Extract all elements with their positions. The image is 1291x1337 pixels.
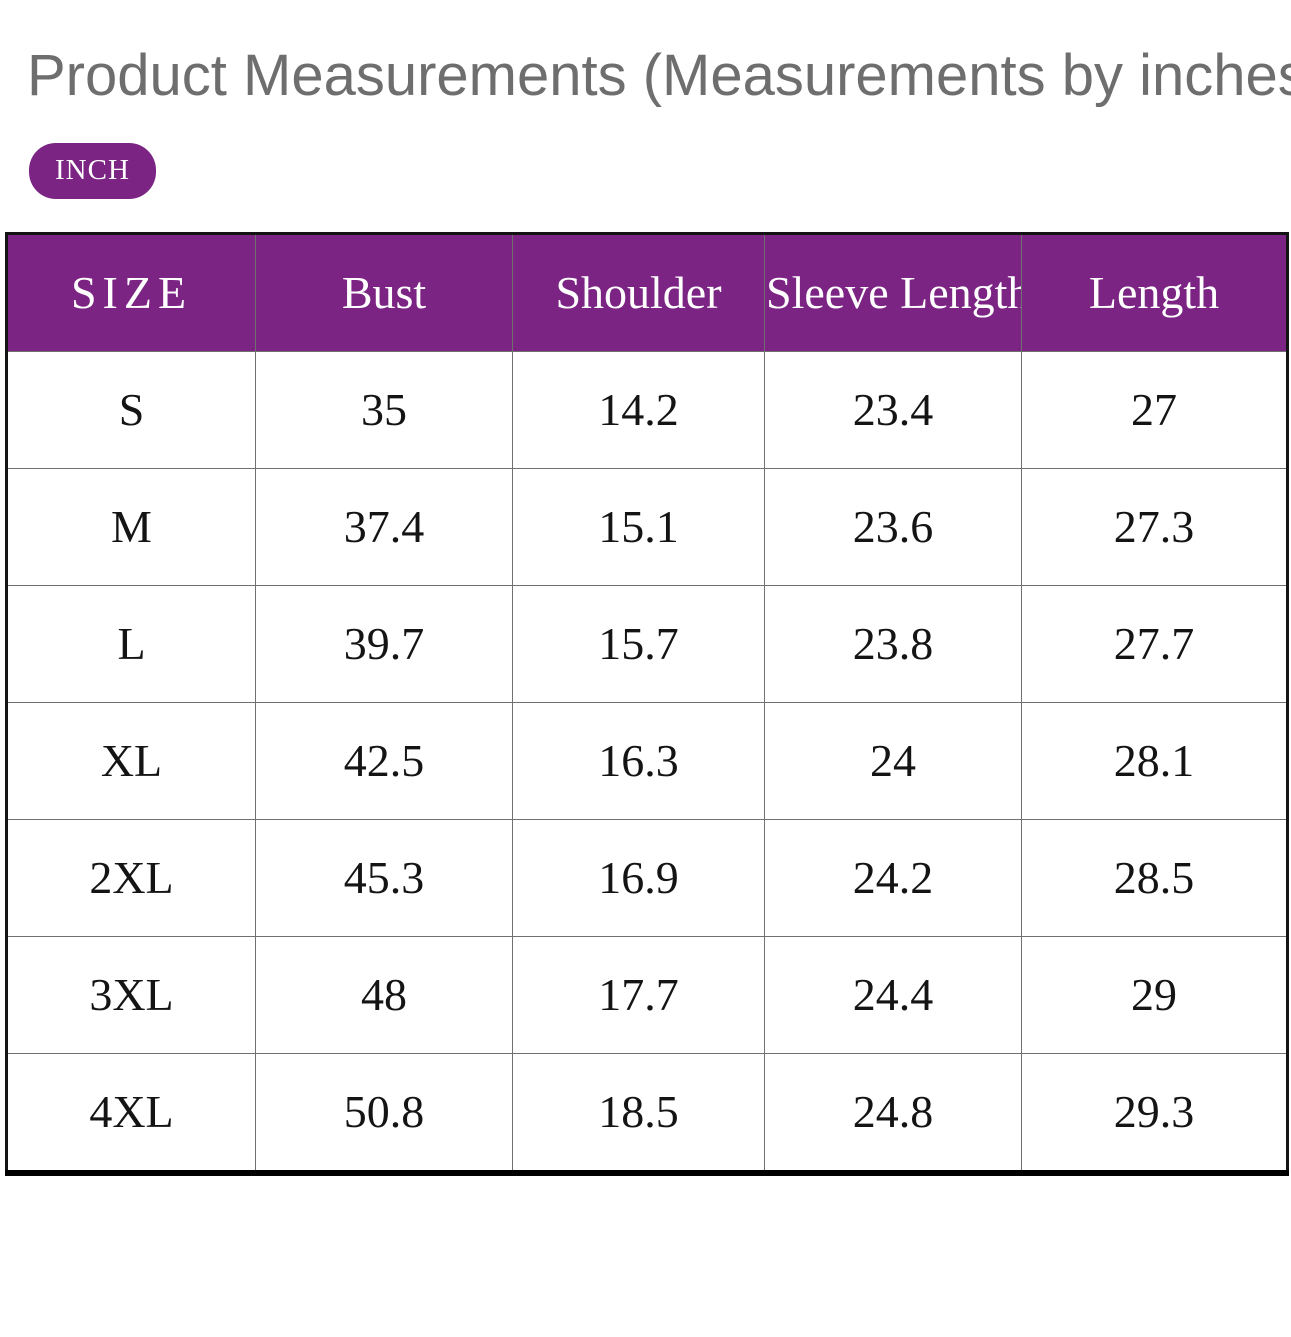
cell-bust: 48 bbox=[255, 935, 513, 1054]
cell-length: 27.3 bbox=[1021, 467, 1288, 586]
cell-size: 3XL bbox=[6, 935, 256, 1054]
column-header-bust: Bust bbox=[255, 232, 513, 352]
cell-size: 4XL bbox=[6, 1052, 256, 1174]
table-row-4xl: 4XL 50.8 18.5 24.8 29.3 bbox=[6, 1052, 1288, 1174]
table-row-s: S 35 14.2 23.4 27 bbox=[6, 350, 1288, 469]
cell-length: 27 bbox=[1021, 350, 1288, 469]
cell-sleeve-length: 24.8 bbox=[764, 1052, 1022, 1174]
table-row-l: L 39.7 15.7 23.8 27.7 bbox=[6, 584, 1288, 703]
cell-shoulder: 15.7 bbox=[512, 584, 765, 703]
column-header-shoulder: Shoulder bbox=[512, 232, 765, 352]
cell-sleeve-length: 24 bbox=[764, 701, 1022, 820]
cell-length: 29.3 bbox=[1021, 1052, 1288, 1174]
cell-bust: 50.8 bbox=[255, 1052, 513, 1174]
cell-length: 28.5 bbox=[1021, 818, 1288, 937]
size-chart-header: SIZE Bust Shoulder Sleeve Length Length bbox=[6, 232, 1288, 352]
cell-size: M bbox=[6, 467, 256, 586]
cell-shoulder: 16.3 bbox=[512, 701, 765, 820]
cell-shoulder: 15.1 bbox=[512, 467, 765, 586]
cell-length: 27.7 bbox=[1021, 584, 1288, 703]
cell-length: 28.1 bbox=[1021, 701, 1288, 820]
column-header-size: SIZE bbox=[6, 232, 256, 352]
header-row: SIZE Bust Shoulder Sleeve Length Length bbox=[6, 232, 1288, 352]
cell-bust: 45.3 bbox=[255, 818, 513, 937]
cell-shoulder: 18.5 bbox=[512, 1052, 765, 1174]
cell-shoulder: 16.9 bbox=[512, 818, 765, 937]
table-row-3xl: 3XL 48 17.7 24.4 29 bbox=[6, 935, 1288, 1054]
cell-sleeve-length: 24.2 bbox=[764, 818, 1022, 937]
cell-sleeve-length: 23.8 bbox=[764, 584, 1022, 703]
table-row-m: M 37.4 15.1 23.6 27.3 bbox=[6, 467, 1288, 586]
table-row-2xl: 2XL 45.3 16.9 24.2 28.5 bbox=[6, 818, 1288, 937]
cell-sleeve-length: 23.4 bbox=[764, 350, 1022, 469]
column-header-length: Length bbox=[1021, 232, 1288, 352]
cell-shoulder: 14.2 bbox=[512, 350, 765, 469]
size-chart-body: S 35 14.2 23.4 27 M 37.4 15.1 23.6 27.3 … bbox=[6, 350, 1288, 1174]
cell-length: 29 bbox=[1021, 935, 1288, 1054]
cell-size: L bbox=[6, 584, 256, 703]
cell-shoulder: 17.7 bbox=[512, 935, 765, 1054]
cell-size: XL bbox=[6, 701, 256, 820]
column-header-sleeve-length: Sleeve Length bbox=[764, 232, 1022, 352]
cell-bust: 42.5 bbox=[255, 701, 513, 820]
table-row-xl: XL 42.5 16.3 24 28.1 bbox=[6, 701, 1288, 820]
cell-bust: 35 bbox=[255, 350, 513, 469]
cell-sleeve-length: 23.6 bbox=[764, 467, 1022, 586]
cell-bust: 37.4 bbox=[255, 467, 513, 586]
page-title: Product Measurements (Measurements by in… bbox=[27, 43, 1291, 108]
cell-sleeve-length: 24.4 bbox=[764, 935, 1022, 1054]
unit-toggle-badge[interactable]: INCH bbox=[29, 142, 156, 199]
size-chart-table: SIZE Bust Shoulder Sleeve Length Length … bbox=[5, 231, 1289, 1176]
cell-size: 2XL bbox=[6, 818, 256, 937]
cell-bust: 39.7 bbox=[255, 584, 513, 703]
cell-size: S bbox=[6, 350, 256, 469]
